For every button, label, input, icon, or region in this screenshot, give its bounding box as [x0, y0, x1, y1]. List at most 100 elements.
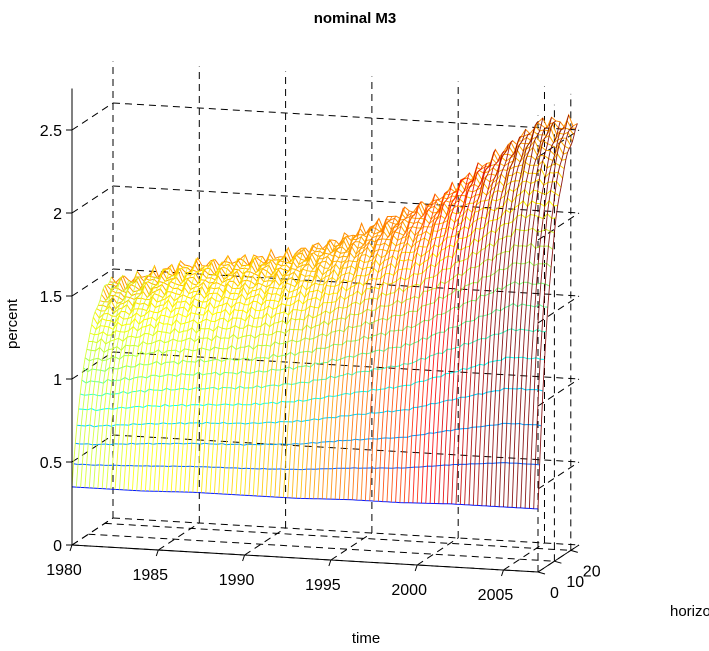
surface-time-line — [278, 242, 319, 498]
surface-time-line — [395, 193, 436, 503]
left-wall-z-gridline — [71, 268, 114, 297]
surface-time-line — [97, 271, 138, 489]
surface-time-line — [334, 224, 375, 500]
x-tick-label: 2000 — [391, 582, 427, 599]
surface-time-line — [265, 247, 306, 497]
surface-time-line — [106, 276, 147, 489]
surface-time-line — [131, 264, 173, 491]
surface-time-line — [330, 226, 371, 500]
surface-time-line — [127, 268, 168, 491]
surface-time-line — [382, 201, 423, 502]
x-tick-label: 1985 — [132, 567, 168, 584]
x-tick-label: 2005 — [478, 587, 514, 604]
surface-time-line — [244, 256, 285, 496]
surface-time-line — [162, 265, 203, 492]
surface-time-line — [485, 129, 527, 506]
y-tick — [570, 549, 578, 553]
surface-time-line — [287, 244, 328, 498]
x-tick — [328, 559, 332, 567]
y-axis-line — [537, 544, 580, 573]
surface-time-line — [183, 261, 224, 493]
surface-time-line — [153, 267, 194, 492]
surface-time-line — [442, 166, 483, 504]
floor-x-gridline — [71, 517, 114, 546]
surface-time-line — [257, 251, 298, 497]
floor-x-gridline — [503, 542, 545, 571]
surface-time-line — [524, 126, 565, 509]
z-tick-label: 1 — [53, 372, 62, 389]
surface-time-line — [425, 177, 466, 504]
surface-time-line — [313, 235, 354, 499]
surface-horizon-line — [109, 119, 576, 287]
surface-time-line — [321, 223, 363, 499]
y-tick — [537, 571, 546, 575]
surface-time-line — [408, 191, 448, 503]
surface-time-line — [270, 253, 311, 497]
z-tick-label: 2 — [53, 206, 62, 223]
surface-time-line — [533, 125, 574, 509]
floor-x-gridline — [416, 537, 459, 566]
surface-time-line — [218, 256, 259, 494]
surface-time-line — [304, 232, 345, 499]
surface-time-line — [446, 163, 488, 504]
y-tick-label: 20 — [583, 563, 601, 580]
surface-time-line — [192, 262, 233, 493]
surface-time-line — [515, 120, 557, 508]
side-wall-z-gridline — [537, 295, 580, 324]
surface-time-line — [498, 121, 539, 507]
surface-time-line — [282, 248, 323, 498]
z-tick-label: 1.5 — [40, 289, 62, 306]
x-tick — [69, 544, 73, 552]
back-wall-z-gridline — [112, 268, 580, 297]
surface-time-line — [343, 228, 384, 500]
left-wall-z-gridline — [71, 185, 114, 214]
x-tick — [501, 569, 504, 577]
surface-time-line — [235, 258, 276, 495]
surface-time-line — [144, 264, 186, 492]
surface-time-line — [88, 280, 130, 488]
surface-time-line — [274, 244, 315, 498]
surface-time-line — [360, 218, 401, 501]
surface-time-line — [356, 215, 397, 501]
z-tick-label: 0.5 — [40, 455, 62, 472]
back-wall-z-gridline — [112, 102, 580, 131]
surface-time-line — [421, 179, 462, 504]
surface-time-line — [252, 257, 294, 496]
surface-time-line — [300, 244, 341, 499]
surface-time-line — [101, 276, 142, 489]
surface-time-line — [477, 144, 518, 506]
x-tick-label: 1980 — [46, 562, 82, 579]
surface-time-line — [175, 259, 215, 492]
left-wall-z-gridline — [71, 102, 114, 131]
surface-time-line — [157, 257, 198, 492]
axis-layer: 0 0.5 1 1.5 2 2.5 1980 1985 1990 1995 2000 2005 0 102… — [40, 88, 601, 604]
surface-time-line — [459, 156, 501, 505]
z-axis-label: percent — [4, 298, 21, 349]
side-wall-z-gridline — [537, 378, 580, 407]
surface-time-line — [166, 265, 207, 492]
x-tick — [242, 554, 246, 562]
surface-time-line — [352, 216, 393, 500]
surface-time-line — [455, 149, 496, 505]
surface-time-line — [377, 205, 419, 502]
surface-time-line — [347, 216, 388, 500]
surface-time-line — [390, 204, 431, 503]
back-wall-z-gridline — [112, 517, 580, 546]
surface-time-line — [80, 278, 121, 488]
surface-time-line — [140, 260, 181, 491]
surface-time-line — [75, 281, 116, 488]
surface-time-line — [429, 172, 470, 504]
y-tick — [554, 560, 562, 564]
surface-time-line — [464, 150, 505, 505]
surface-time-line — [222, 256, 263, 495]
surface-time-line — [412, 182, 453, 503]
surface-time-line — [494, 128, 535, 507]
surface-time-line — [149, 265, 190, 492]
surface-time-line — [451, 162, 492, 504]
surface-time-line — [261, 248, 302, 497]
surface-time-line — [170, 260, 212, 492]
z-tick-label: 0 — [53, 538, 62, 555]
surface-time-line — [386, 205, 427, 502]
floor-y-gridline — [104, 522, 571, 551]
